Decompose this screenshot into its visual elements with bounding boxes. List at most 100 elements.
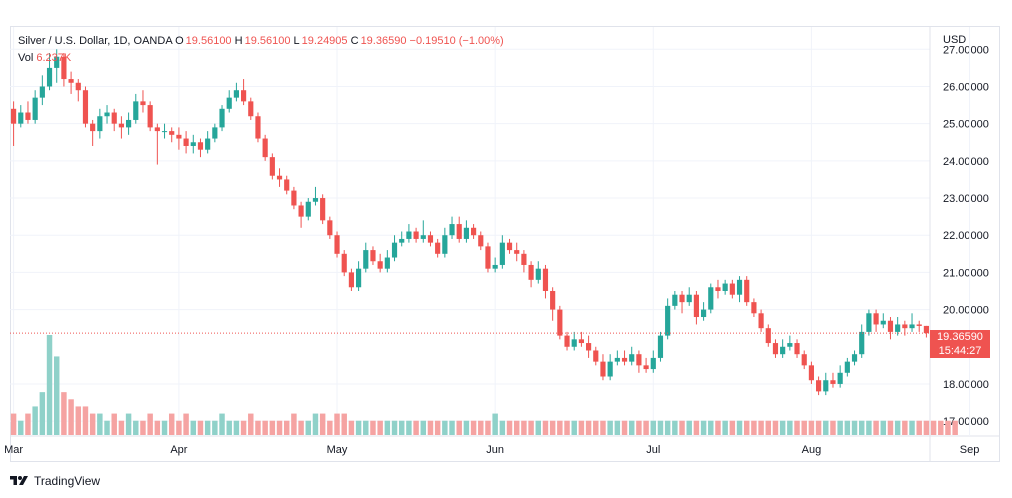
candle-body xyxy=(787,343,793,347)
y-tick-label: 25.00000 xyxy=(943,119,989,131)
volume-bar xyxy=(111,413,117,435)
candle-body xyxy=(463,227,469,239)
volume-bar xyxy=(650,420,657,435)
candle-body xyxy=(111,112,117,124)
candle xyxy=(190,134,196,154)
candle-body xyxy=(420,235,426,239)
candle xyxy=(212,123,218,143)
candle xyxy=(528,261,534,288)
volume-bar xyxy=(168,413,175,435)
candle xyxy=(816,376,822,396)
candle xyxy=(406,224,412,243)
candle xyxy=(248,97,254,120)
candle-body xyxy=(161,131,168,133)
x-tick-label: Mar xyxy=(4,444,23,456)
candle xyxy=(550,287,556,321)
candle-body xyxy=(147,105,153,128)
candle xyxy=(887,317,894,340)
candle xyxy=(521,250,527,273)
volume-bar xyxy=(319,413,326,435)
candle-body xyxy=(571,339,577,347)
candle-body xyxy=(197,142,204,150)
candle xyxy=(586,335,592,358)
volume-bar xyxy=(751,420,757,435)
volume-bar xyxy=(492,413,498,435)
volume-bar xyxy=(262,420,268,435)
candle xyxy=(68,71,74,94)
candle xyxy=(133,93,139,124)
candle-body xyxy=(600,361,606,377)
candle xyxy=(758,309,764,332)
candle-body xyxy=(801,354,807,366)
volume-bar xyxy=(506,420,513,435)
volume-bar xyxy=(25,413,31,435)
candle xyxy=(327,216,333,239)
volume-bar xyxy=(240,420,247,435)
candle xyxy=(463,220,469,243)
volume-bar xyxy=(600,420,606,435)
volume-bar xyxy=(902,420,908,435)
candle-body xyxy=(729,283,735,295)
volume-bar xyxy=(176,420,182,435)
candle xyxy=(578,331,584,347)
volume-bar xyxy=(779,420,786,435)
candle xyxy=(276,168,283,187)
candle xyxy=(693,290,699,325)
y-tick-label: 27.00000 xyxy=(943,44,989,56)
candle xyxy=(255,112,261,143)
candle xyxy=(830,372,836,388)
volume-bar xyxy=(808,420,815,435)
candle-body xyxy=(485,246,491,269)
volume-bar xyxy=(772,420,779,435)
candle-body xyxy=(255,116,261,139)
volume-bar xyxy=(672,420,678,435)
volume-bar xyxy=(743,420,750,435)
volume-bar xyxy=(557,420,563,435)
candle-body xyxy=(435,242,441,254)
candle xyxy=(341,250,347,277)
candle-body xyxy=(32,97,38,120)
tradingview-brand[interactable]: TradingView xyxy=(34,474,101,488)
volume-bar xyxy=(686,420,692,435)
volume-bar xyxy=(909,420,915,435)
volume-bar xyxy=(190,420,197,435)
candle xyxy=(269,153,275,180)
candle xyxy=(571,331,577,351)
candle-body xyxy=(672,294,678,306)
open-value: 19.56100 xyxy=(185,35,232,47)
volume-bar xyxy=(212,420,218,435)
volume-bar xyxy=(499,420,506,435)
volume-bar xyxy=(370,420,376,435)
volume-bar xyxy=(348,420,355,435)
high-label: H xyxy=(234,35,243,47)
close-label: C xyxy=(350,35,359,47)
candle-body xyxy=(348,272,354,288)
candle xyxy=(808,361,814,384)
candle-body xyxy=(880,320,886,325)
candle-body xyxy=(176,134,182,139)
candle-body xyxy=(363,250,369,269)
candle xyxy=(636,350,642,373)
candle xyxy=(39,75,45,106)
candle xyxy=(679,290,685,314)
volume-bar xyxy=(255,420,261,435)
candle xyxy=(765,324,771,347)
candle xyxy=(435,238,441,258)
candle-body xyxy=(521,253,527,265)
candle-body xyxy=(46,67,53,87)
candle xyxy=(787,335,793,351)
candle xyxy=(363,242,369,273)
candle xyxy=(413,227,419,243)
candle-body xyxy=(751,302,757,314)
candle-body xyxy=(391,242,398,258)
candle xyxy=(291,186,297,210)
candle xyxy=(593,346,599,366)
candle xyxy=(427,231,434,247)
candle-body xyxy=(456,224,462,239)
x-tick-label: Apr xyxy=(170,444,187,456)
volume-bar xyxy=(945,420,951,435)
candle-body xyxy=(370,250,376,262)
volume-bar xyxy=(355,420,362,435)
currency-label: USD xyxy=(943,34,967,46)
